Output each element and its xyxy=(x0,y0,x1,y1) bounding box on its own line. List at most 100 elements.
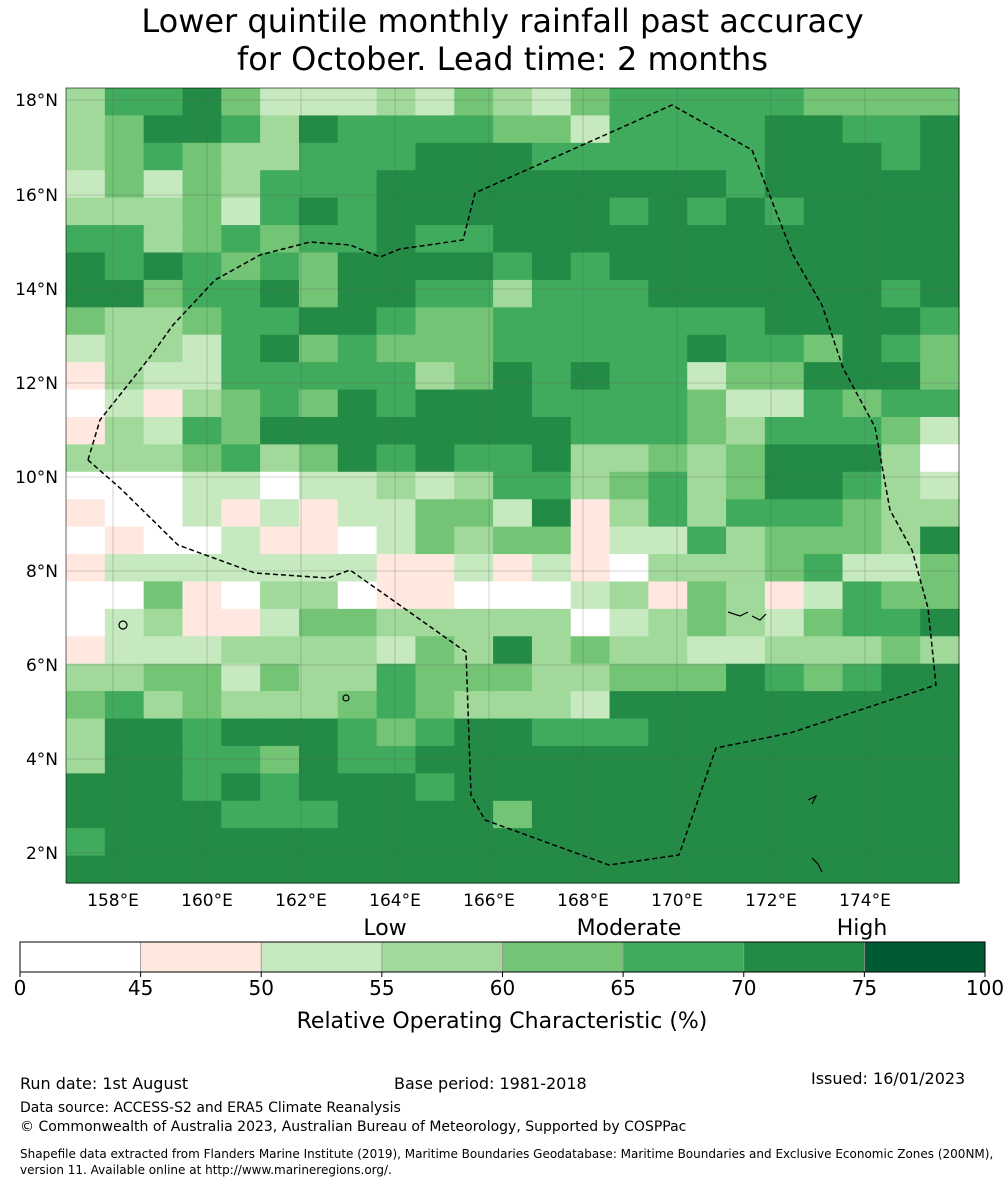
grid-cell xyxy=(764,307,805,336)
grid-cell xyxy=(881,800,921,829)
grid-cell xyxy=(803,526,844,555)
grid-cell xyxy=(531,444,572,473)
grid-cell xyxy=(260,307,300,336)
grid-cell xyxy=(298,142,339,171)
grid-cell xyxy=(415,773,455,802)
grid-cell xyxy=(221,444,261,473)
grid-cell xyxy=(182,362,222,391)
longitude-tick-label: 174°E xyxy=(839,891,891,911)
grid-cell xyxy=(493,855,533,884)
grid-cell xyxy=(881,828,921,857)
grid-cell xyxy=(298,362,339,391)
grid-cell xyxy=(648,444,688,473)
grid-cell xyxy=(531,115,572,144)
grid-cell xyxy=(881,115,921,144)
grid-cell xyxy=(687,471,727,500)
grid-cell xyxy=(415,307,455,336)
grid-cell xyxy=(454,800,494,829)
grid-cell xyxy=(764,197,805,226)
grid-cell xyxy=(104,745,145,774)
grid-cell xyxy=(764,691,805,720)
grid-cell xyxy=(260,362,300,391)
colorbar-segment xyxy=(19,941,142,973)
grid-cell xyxy=(221,115,261,144)
grid-cell xyxy=(803,691,844,720)
grid-cell xyxy=(104,855,145,884)
run-date: Run date: 1st August xyxy=(20,1074,189,1093)
grid-cell xyxy=(66,115,106,144)
grid-cell xyxy=(337,745,378,774)
grid-cell xyxy=(881,855,921,884)
map-frame xyxy=(65,87,960,884)
grid-cell xyxy=(920,608,960,637)
grid-cell xyxy=(881,389,921,418)
grid-cell xyxy=(298,252,339,281)
grid-cell xyxy=(143,115,184,144)
grid-cell xyxy=(260,773,300,802)
grid-cell xyxy=(260,389,300,418)
colorbar-category-labels: Low Moderate High xyxy=(363,916,887,941)
grid-cell xyxy=(687,225,727,254)
grid-cell xyxy=(881,334,921,363)
grid-cell xyxy=(260,526,300,555)
grid-cell xyxy=(104,608,145,637)
island-outline xyxy=(727,611,749,617)
grid-cell xyxy=(648,307,688,336)
grid-cell xyxy=(726,745,766,774)
island-outline xyxy=(811,857,823,873)
grid-cell xyxy=(182,197,222,226)
grid-cell xyxy=(842,307,882,336)
grid-cell xyxy=(609,636,649,665)
grid-cell xyxy=(493,115,533,144)
grid-cell xyxy=(881,252,921,281)
grid-cell xyxy=(920,197,960,226)
grid-cell xyxy=(182,718,222,747)
grid-cell xyxy=(648,115,688,144)
grid-cell xyxy=(531,526,572,555)
grid-cell xyxy=(376,526,417,555)
grid-cell xyxy=(298,444,339,473)
grid-cell xyxy=(648,773,688,802)
grid-cell xyxy=(104,307,145,336)
grid-cell xyxy=(143,828,184,857)
grid-cell xyxy=(454,554,494,583)
grid-cell xyxy=(726,636,766,665)
grid-cell xyxy=(415,691,455,720)
grid-cell xyxy=(66,663,106,692)
grid-cell xyxy=(803,663,844,692)
grid-cell xyxy=(570,581,611,610)
grid-cell xyxy=(881,773,921,802)
grid-cell xyxy=(298,828,339,857)
grid-cell xyxy=(337,499,378,528)
grid-cell xyxy=(337,362,378,391)
grid-cell xyxy=(454,170,494,199)
data-source: Data source: ACCESS-S2 and ERA5 Climate … xyxy=(20,1100,401,1116)
grid-cell xyxy=(764,88,805,117)
grid-cell xyxy=(260,554,300,583)
grid-cell xyxy=(803,554,844,583)
grid-cell xyxy=(415,142,455,171)
grid-cell xyxy=(531,718,572,747)
colorbar-ticks: 0 45 50 55 60 65 70 75 100 xyxy=(14,972,1004,1000)
grid-cell xyxy=(687,416,727,445)
grid-cell xyxy=(648,554,688,583)
grid-cell xyxy=(648,855,688,884)
grid-cell xyxy=(764,800,805,829)
grid-cell xyxy=(570,307,611,336)
grid-cell xyxy=(493,170,533,199)
grid-cell xyxy=(570,718,611,747)
category-moderate: Moderate xyxy=(577,916,682,941)
grid-cell xyxy=(803,307,844,336)
colorbar-tick-label: 0 xyxy=(14,976,27,1000)
grid-cell xyxy=(143,197,184,226)
grid-cell xyxy=(221,636,261,665)
grid-cell xyxy=(493,581,533,610)
grid-cell xyxy=(570,389,611,418)
grid-cell xyxy=(66,362,106,391)
grid-cell xyxy=(648,663,688,692)
grid-cell xyxy=(648,718,688,747)
grid-cell xyxy=(648,828,688,857)
grid-cell xyxy=(415,581,455,610)
grid-cell xyxy=(648,608,688,637)
grid-cell xyxy=(726,800,766,829)
